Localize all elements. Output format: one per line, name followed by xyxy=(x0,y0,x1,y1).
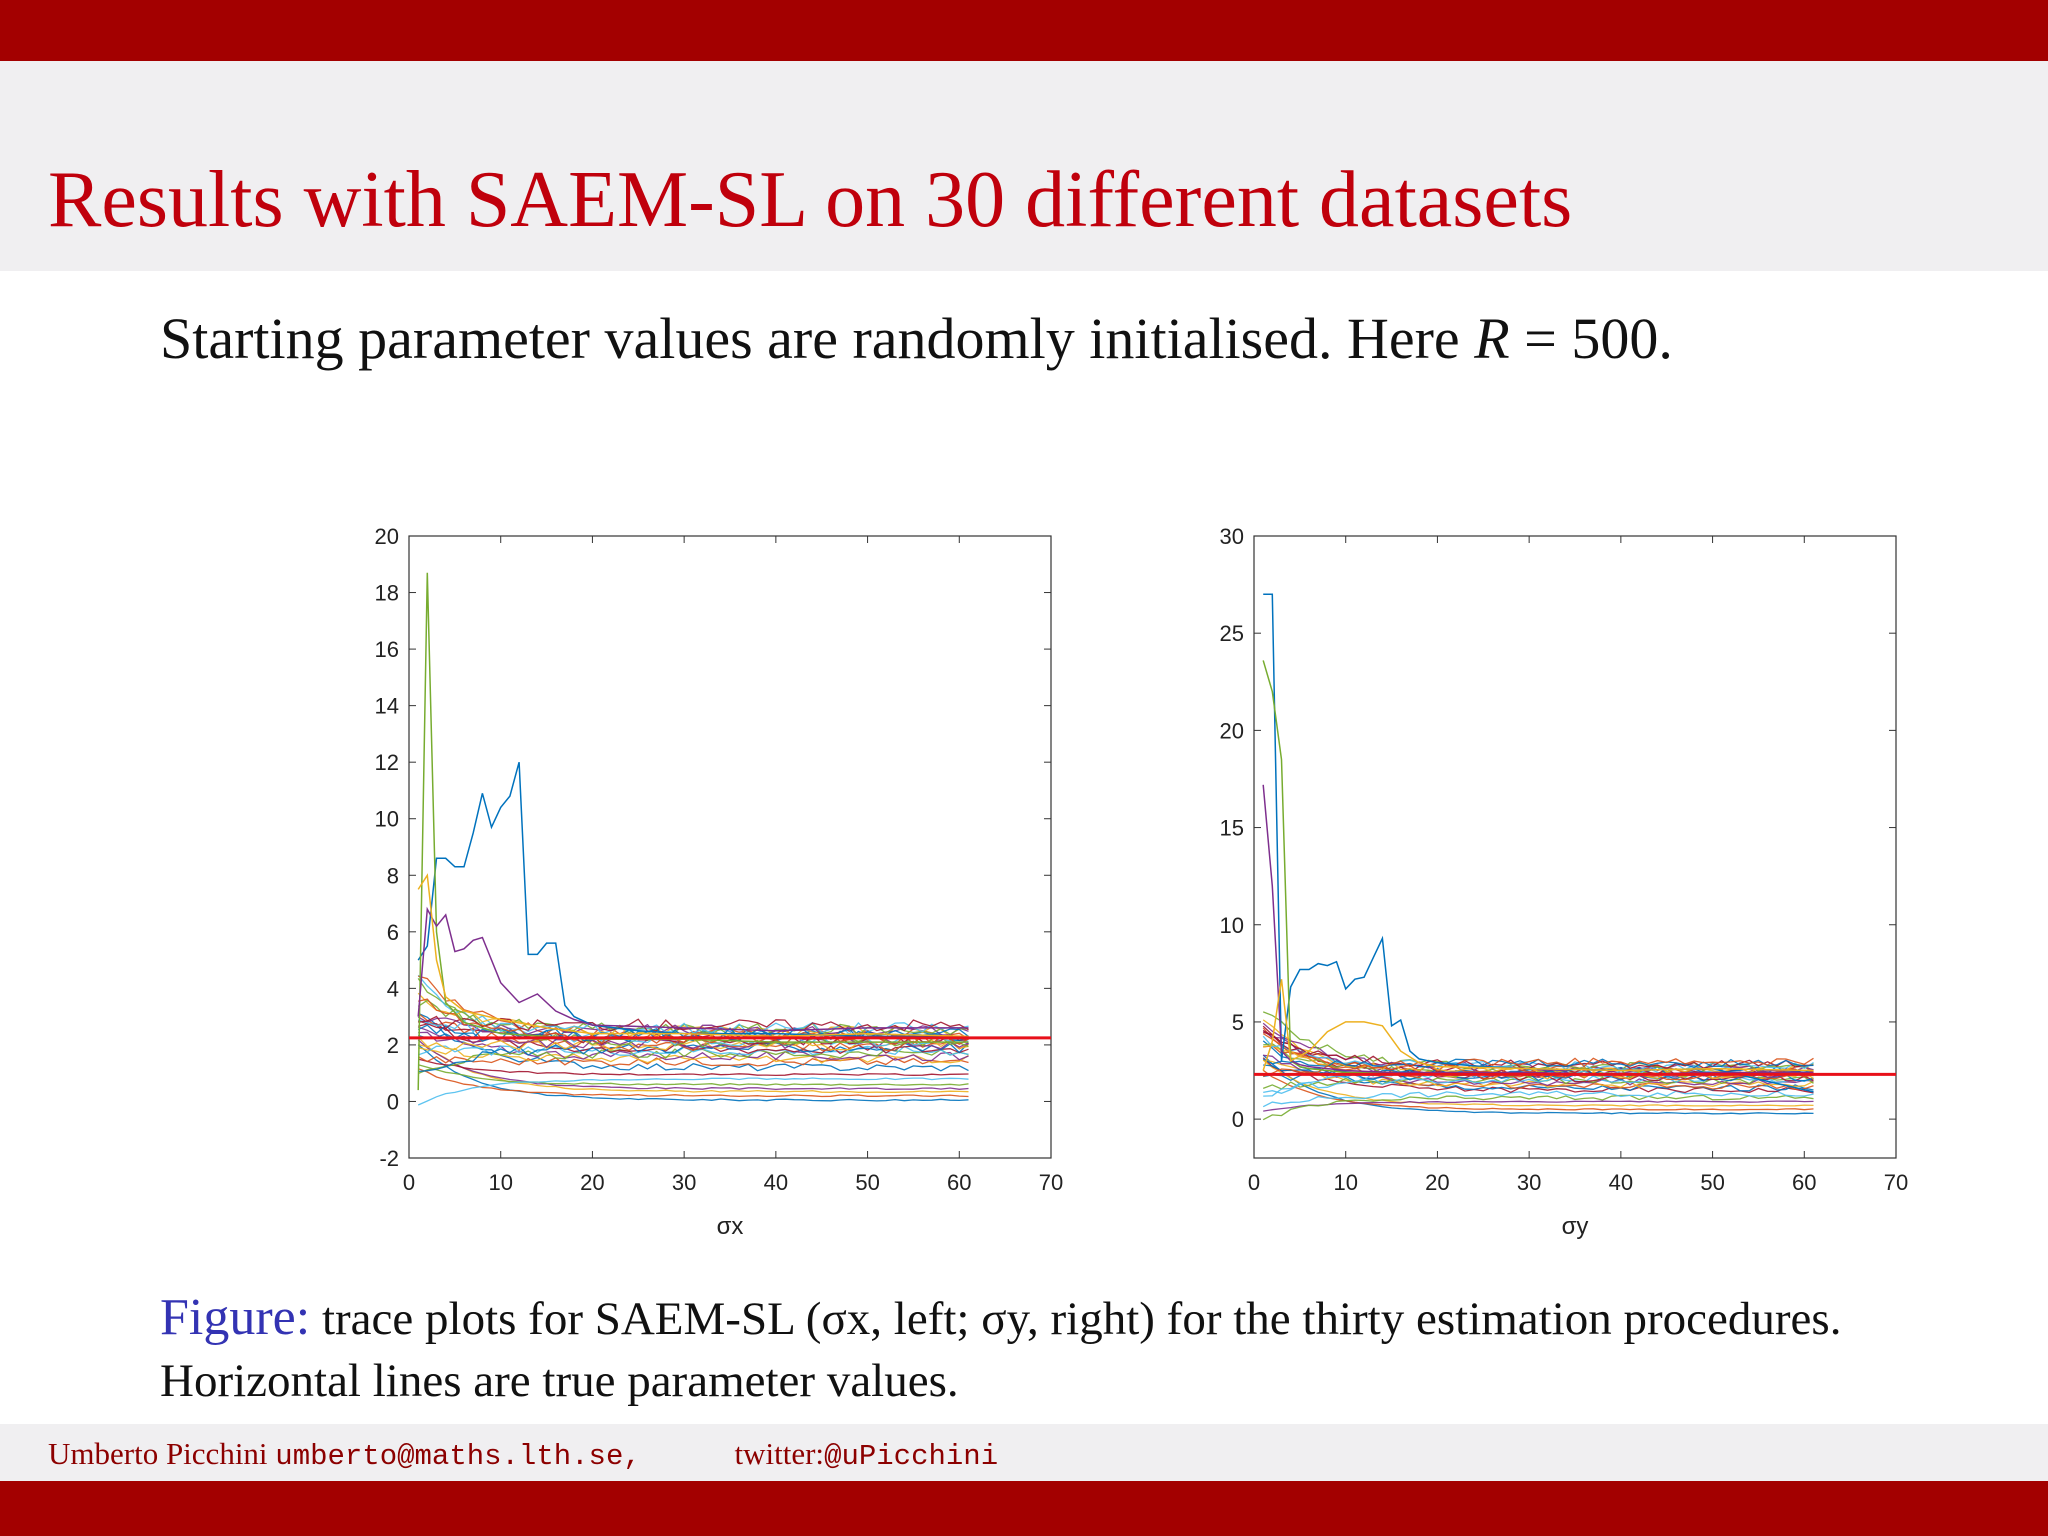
figure-caption: Figure: trace plots for SAEM-SL (σx, lef… xyxy=(160,1287,1920,1412)
chart-2-y-tick-label: 30 xyxy=(1220,524,1244,549)
chart-1-x-tick-label: 40 xyxy=(764,1170,788,1195)
chart-2-y-tick-label: 5 xyxy=(1232,1010,1244,1035)
chart-2-y-tick-label: 10 xyxy=(1220,913,1244,938)
chart-2-trace-line xyxy=(1262,1090,1814,1108)
chart-1-x-tick-label: 60 xyxy=(947,1170,971,1195)
chart-1-trace-line xyxy=(418,1042,969,1073)
chart-1-x-axis-label: σx xyxy=(717,1213,744,1240)
chart-2-x-tick-label: 30 xyxy=(1517,1170,1541,1195)
chart-2-y-tick-label: 0 xyxy=(1232,1107,1244,1132)
chart-1-trace-line xyxy=(417,1020,969,1055)
top-accent-bar xyxy=(0,0,2048,61)
footer: Umberto Picchini umberto@maths.lth.se, t… xyxy=(48,1436,999,1473)
footer-strip xyxy=(0,1424,2048,1481)
chart-2-highlight-trace xyxy=(1263,593,1814,1093)
chart-1-highlight-trace xyxy=(417,762,969,1038)
chart-1-y-tick-label: -2 xyxy=(379,1146,399,1171)
chart-1-x-tick-label: 30 xyxy=(672,1170,696,1195)
chart-1-trace-line xyxy=(417,1036,969,1094)
footer-twitter-label: twitter: xyxy=(734,1436,825,1471)
chart-1-y-tick-label: 2 xyxy=(387,1033,399,1058)
chart-2-trace-line xyxy=(1262,1076,1814,1090)
chart-1-y-tick-label: 10 xyxy=(375,807,399,832)
chart-1-y-tick-label: 14 xyxy=(375,694,399,719)
chart-2-x-tick-label: 60 xyxy=(1792,1170,1816,1195)
chart-2-x-tick-label: 50 xyxy=(1700,1170,1724,1195)
chart-2-trace-line xyxy=(1263,1100,1814,1112)
chart-1-highlight-trace xyxy=(417,906,969,1032)
chart-1-trace-line xyxy=(418,1027,969,1042)
chart-1-x-tick-label: 10 xyxy=(488,1170,512,1195)
chart-1-y-tick-label: 20 xyxy=(375,524,399,549)
chart-2-x-tick-label: 40 xyxy=(1609,1170,1633,1195)
chart-1-x-tick-label: 20 xyxy=(580,1170,604,1195)
footer-twitter-handle[interactable]: @uPicchini xyxy=(824,1440,999,1473)
chart-1-y-tick-label: 16 xyxy=(375,637,399,662)
chart-1-x-tick-label: 70 xyxy=(1039,1170,1063,1195)
chart-2-trace-line xyxy=(1262,1059,1814,1107)
chart-1-y-tick-label: 12 xyxy=(375,750,399,775)
chart-2-x-tick-label: 0 xyxy=(1248,1170,1260,1195)
figure-label: Figure: xyxy=(160,1289,311,1346)
chart-1-y-tick-label: 6 xyxy=(387,920,399,945)
chart-2-x-axis-label: σy xyxy=(1562,1213,1589,1240)
footer-author: Umberto Picchini xyxy=(48,1436,268,1471)
chart-2-y-tick-label: 15 xyxy=(1220,816,1244,841)
chart-1-y-tick-label: 4 xyxy=(387,976,399,1001)
intro-text: Starting parameter values are randomly i… xyxy=(160,310,1673,368)
chart-1-trace-line xyxy=(418,1064,969,1086)
chart-1-highlight-trace xyxy=(417,873,969,1038)
footer-email[interactable]: umberto@maths.lth.se, xyxy=(275,1440,641,1473)
chart-2-y-tick-label: 20 xyxy=(1220,718,1244,743)
slide-title: Results with SAEM-SL on 30 different dat… xyxy=(48,156,1573,244)
chart-2-x-tick-label: 70 xyxy=(1884,1170,1908,1195)
chart-1-trace-line xyxy=(417,1012,969,1072)
title-band xyxy=(0,118,2048,271)
header-strip xyxy=(0,61,2048,118)
bottom-accent-bar xyxy=(0,1481,2048,1536)
chart-1-trace-line xyxy=(418,1031,969,1050)
chart-1-x-tick-label: 50 xyxy=(855,1170,879,1195)
chart-1-y-tick-label: 18 xyxy=(375,581,399,606)
chart-1-trace-line xyxy=(417,1068,969,1098)
chart-1-trace-line xyxy=(418,1047,969,1064)
chart-2-x-tick-label: 10 xyxy=(1333,1170,1357,1195)
chart-1-plot-frame xyxy=(408,535,1052,1159)
chart-2-trace-line xyxy=(1262,1057,1814,1077)
chart-1-highlight-trace xyxy=(417,572,969,1091)
chart-1-trace-line xyxy=(418,1058,969,1077)
chart-2-trace-line xyxy=(1262,1031,1814,1070)
chart-2-highlight-trace xyxy=(1262,979,1814,1072)
chart-1-trace-line xyxy=(417,1077,969,1106)
chart-1-trace-line xyxy=(417,999,969,1036)
chart-1-y-tick-label: 8 xyxy=(387,863,399,888)
chart-2-x-tick-label: 20 xyxy=(1425,1170,1449,1195)
chart-1-y-tick-label: 0 xyxy=(387,1089,399,1114)
chart-1-trace-line xyxy=(417,1039,969,1091)
caption-text: trace plots for SAEM-SL (σx, left; σy, r… xyxy=(160,1293,1842,1407)
chart-2-y-tick-label: 25 xyxy=(1220,621,1244,646)
chart-1-x-tick-label: 0 xyxy=(403,1170,415,1195)
intro-variable: R xyxy=(1474,306,1510,371)
chart-2-trace-line xyxy=(1262,1057,1814,1094)
chart-2-trace-line xyxy=(1262,1069,1814,1111)
intro-text-body: Starting parameter values are randomly i… xyxy=(160,306,1475,371)
chart-2-plot-frame xyxy=(1253,535,1897,1159)
chart-2-trace-line xyxy=(1262,1094,1814,1121)
intro-equation: = 500. xyxy=(1509,306,1673,371)
